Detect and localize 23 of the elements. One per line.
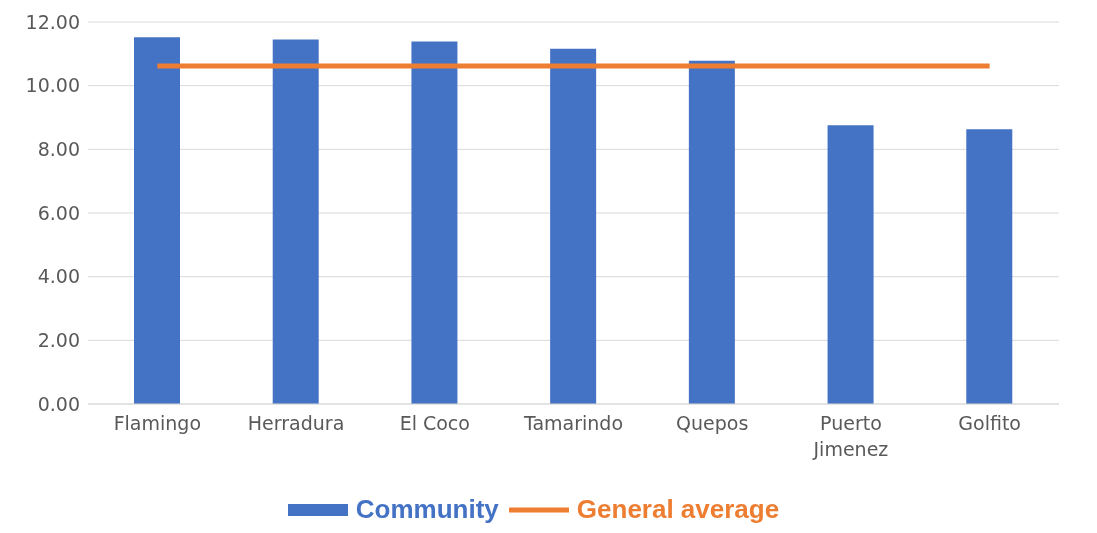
legend-label: Community <box>355 494 499 525</box>
legend-label: General average <box>576 494 780 525</box>
x-tick-label: Quepos <box>676 412 749 434</box>
bar <box>134 37 180 404</box>
y-tick-label: 10.00 <box>25 74 80 97</box>
y-tick-label: 12.00 <box>25 10 80 33</box>
y-tick-label: 4.00 <box>37 265 80 288</box>
x-tick-label: Puerto Jimenez <box>812 412 889 460</box>
x-tick-label: Golfito <box>958 412 1021 434</box>
bar <box>827 125 874 404</box>
y-tick-label: 6.00 <box>37 201 80 224</box>
bar <box>550 48 597 404</box>
y-tick-label: 2.00 <box>37 329 80 352</box>
bar <box>272 39 319 404</box>
bar <box>411 41 458 404</box>
bar <box>688 60 735 404</box>
bar <box>966 129 1013 404</box>
x-tick-label: Flamingo <box>113 412 202 434</box>
x-tick-label: El Coco <box>399 412 470 434</box>
x-tick-label: Tamarindo <box>522 412 624 434</box>
y-tick-label: 0.00 <box>37 392 80 415</box>
y-tick-label: 8.00 <box>37 138 80 161</box>
x-tick-label: Herradura <box>247 412 345 434</box>
